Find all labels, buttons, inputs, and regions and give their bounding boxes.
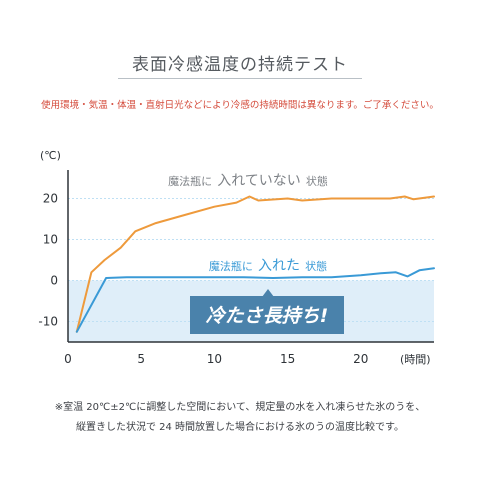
legend-without-prefix: 魔法瓶に: [168, 174, 212, 188]
x-tick-label: 20: [353, 352, 368, 366]
badge-text: 冷たさ長持ち!: [206, 305, 329, 327]
usage-notice: 使用環境・気温・体温・直射日光などにより冷感の持続時間は異なります。ご了承くださ…: [41, 100, 439, 111]
legend-with-suffix: 状態: [305, 259, 327, 273]
y-tick-label: -10: [38, 315, 58, 329]
series-without-thermos: [75, 195, 435, 333]
badge-pointer: [262, 289, 274, 297]
y-tick-label: 0: [50, 274, 58, 288]
y-tick-labels: 20 10 0 -10: [38, 192, 58, 329]
legend-with-emphasis: 入れた: [258, 258, 300, 274]
y-tick-label: 10: [43, 233, 58, 247]
legend-with-prefix: 魔法瓶に: [209, 259, 253, 273]
footnote-line-1: ※室温 20℃±2℃に調整した空間において、規定量の水を入れ凍らせた氷のうを、: [54, 402, 426, 413]
title-underline: [118, 78, 362, 79]
x-tick-label: 10: [207, 352, 222, 366]
x-tick-labels: 0 5 10 15 20: [64, 352, 368, 366]
footnote-line-2: 縦置きした状況で 24 時間放置した場合における氷のうの温度比較です。: [75, 422, 405, 433]
legend-without-thermos: 魔法瓶に 入れていない 状態: [168, 170, 328, 189]
y-axis-label: (℃): [40, 149, 61, 162]
x-axis-label: (時間): [400, 353, 431, 366]
series-line: [75, 195, 435, 333]
series-with-thermos: [75, 267, 435, 333]
legend-without-emphasis: 入れていない: [217, 173, 301, 189]
series-line: [75, 267, 435, 333]
y-tick-label: 20: [43, 192, 58, 206]
x-tick-label: 0: [64, 352, 72, 366]
x-tick-label: 5: [137, 352, 145, 366]
legend-without-suffix: 状態: [306, 174, 328, 188]
page-title: 表面冷感温度の持続テスト: [132, 55, 348, 75]
x-tick-label: 15: [280, 352, 295, 366]
badge-background: [190, 296, 344, 334]
legend-with-thermos: 魔法瓶に 入れた 状態: [209, 255, 327, 274]
